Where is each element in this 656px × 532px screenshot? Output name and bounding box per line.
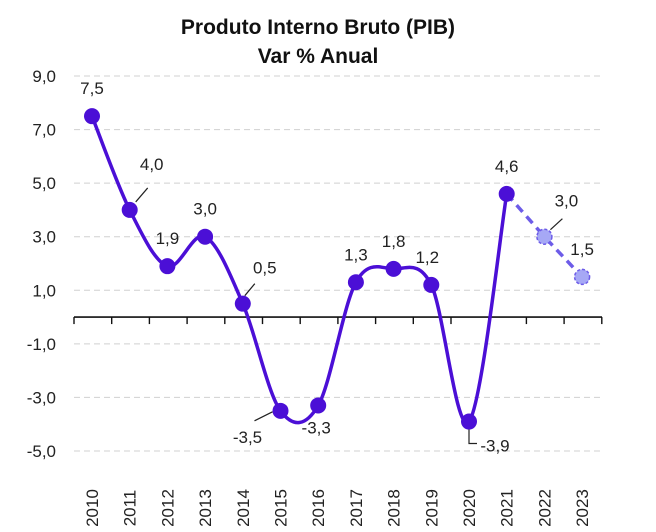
x-axis-ticks: 2010 2011 2012 2013 2014 2015 2016 2017 2018 2019… <box>83 489 592 527</box>
y-tick-label: 5,0 <box>32 174 56 193</box>
series-line-forecast <box>505 192 584 279</box>
x-tick-label: 2019 <box>422 489 441 527</box>
y-tick-label: -1,0 <box>27 335 56 354</box>
data-label: -3,9 <box>480 437 509 456</box>
label-leader-line <box>468 429 477 445</box>
label-leader-line <box>244 283 256 297</box>
data-point <box>347 274 364 291</box>
x-axis <box>73 316 603 325</box>
data-points <box>84 108 591 430</box>
data-label: 7,5 <box>80 79 104 98</box>
y-tick-label: 9,0 <box>32 67 56 86</box>
data-label: 1,3 <box>344 245 368 264</box>
x-tick-label: 2012 <box>158 489 177 527</box>
x-tick-label: 2020 <box>460 489 479 527</box>
x-tick-label: 2023 <box>573 489 592 527</box>
data-point <box>310 397 327 414</box>
data-label: 4,6 <box>495 157 519 176</box>
y-tick-label: 1,0 <box>32 281 56 300</box>
data-point-forecast <box>536 228 553 245</box>
data-point <box>385 260 402 277</box>
x-tick-label: 2016 <box>309 489 328 527</box>
x-tick-label: 2010 <box>83 489 102 527</box>
y-tick-label: -5,0 <box>27 442 56 461</box>
data-point <box>84 108 100 125</box>
data-label: 4,0 <box>140 155 164 174</box>
data-label: -3,5 <box>233 428 262 447</box>
data-label: 1,8 <box>382 232 406 251</box>
y-tick-label: 7,0 <box>32 121 56 140</box>
y-tick-label: 3,0 <box>32 228 56 247</box>
data-label: 1,9 <box>156 229 180 248</box>
data-point-forecast <box>573 268 591 286</box>
data-label: -3,3 <box>302 418 331 437</box>
data-point <box>197 228 214 245</box>
x-tick-label: 2017 <box>347 489 366 527</box>
x-tick-label: 2013 <box>196 489 215 527</box>
label-leader-line <box>135 187 149 203</box>
x-tick-label: 2021 <box>498 489 517 527</box>
data-point <box>234 295 251 312</box>
data-label: 1,5 <box>570 240 594 259</box>
y-axis-ticks: 9,0 7,0 5,0 3,0 1,0 -1,0 -3,0 -5,0 <box>27 67 56 461</box>
data-point <box>498 185 515 202</box>
data-label: 3,0 <box>555 192 579 211</box>
y-tick-label: -3,0 <box>27 388 56 407</box>
chart-subtitle: Var % Anual <box>258 45 379 68</box>
chart-title: Produto Interno Bruto (PIB) <box>181 16 455 39</box>
label-leader-line <box>549 218 563 231</box>
x-tick-label: 2011 <box>121 490 140 527</box>
x-tick-label: 2018 <box>385 489 404 527</box>
data-point <box>159 258 176 275</box>
gridlines <box>74 75 602 452</box>
data-label: 3,0 <box>193 200 217 219</box>
x-tick-label: 2015 <box>272 489 291 527</box>
data-labels: 7,5 4,0 1,9 3,0 0,5 -3,5 -3,3 1,3 1,8 1,2 -3,9 4,6 3… <box>80 79 594 455</box>
data-point <box>272 402 289 419</box>
data-point <box>121 201 138 218</box>
data-label: 0,5 <box>253 259 277 278</box>
label-leader-line <box>254 411 273 422</box>
x-tick-label: 2014 <box>234 489 253 527</box>
data-point <box>423 276 440 293</box>
x-tick-label: 2022 <box>535 489 554 527</box>
data-point <box>461 413 477 430</box>
data-label: 1,2 <box>415 248 439 267</box>
